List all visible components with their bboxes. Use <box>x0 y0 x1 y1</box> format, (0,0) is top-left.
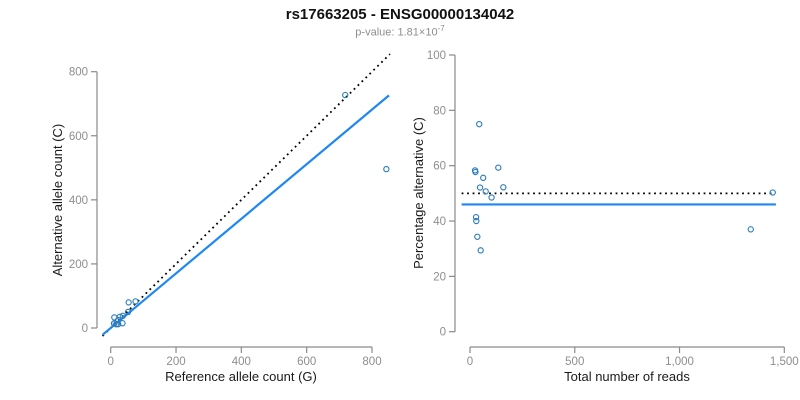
y-tick-label: 20 <box>433 271 446 283</box>
data-point <box>474 233 481 240</box>
x-tick-label: 800 <box>362 356 381 368</box>
data-point <box>383 165 390 173</box>
y-axis-label: Percentage alternative (C) <box>411 117 426 269</box>
data-point <box>125 299 132 306</box>
x-tick-label: 0 <box>107 356 113 368</box>
data-point <box>472 168 479 176</box>
data-point <box>476 121 483 128</box>
data-point <box>500 184 507 191</box>
data-point <box>495 164 502 171</box>
y-tick-label: 80 <box>433 105 446 117</box>
x-tick-label: 500 <box>565 356 584 368</box>
fit-line <box>101 94 390 336</box>
data-point <box>476 184 484 191</box>
y-tick-label: 800 <box>69 67 88 79</box>
chart-title: rs17663205 - ENSG00000134042 <box>285 6 515 23</box>
data-point <box>132 298 139 305</box>
pvalue-exponent: -7 <box>437 24 445 33</box>
data-point <box>472 213 480 221</box>
x-tick-label: 1,500 <box>770 356 799 368</box>
x-tick-label: 0 <box>467 356 473 368</box>
data-point <box>473 217 480 225</box>
y-tick-label: 40 <box>433 216 446 228</box>
data-point <box>769 189 776 196</box>
data-point <box>119 320 126 327</box>
data-point <box>116 313 124 320</box>
x-tick-label: 200 <box>166 356 185 368</box>
y-tick-label: 0 <box>440 327 446 339</box>
y-tick-label: 200 <box>69 259 88 271</box>
data-point <box>342 91 349 99</box>
x-tick-label: 400 <box>232 356 251 368</box>
data-point <box>119 312 126 320</box>
y-tick-label: 600 <box>69 131 88 143</box>
x-tick-label: 600 <box>297 356 316 368</box>
identity-line <box>101 53 391 337</box>
data-point <box>115 320 122 328</box>
x-axis-label: Total number of reads <box>564 369 690 384</box>
y-tick-label: 400 <box>69 195 88 207</box>
data-point <box>488 194 495 201</box>
data-point <box>482 188 489 195</box>
data-point <box>747 226 754 233</box>
y-tick-label: 100 <box>427 50 446 62</box>
y-tick-label: 60 <box>433 161 446 173</box>
data-point <box>477 247 484 254</box>
data-point <box>124 308 132 316</box>
x-tick-label: 1,000 <box>665 356 694 368</box>
pvalue-text: p-value: 1.81×10 <box>355 26 438 39</box>
y-axis-label: Alternative allele count (C) <box>50 124 65 276</box>
y-tick-label: 0 <box>82 323 88 335</box>
chart-subtitle: p-value: 1.81×10-7 <box>0 24 800 39</box>
x-axis-label: Reference allele count (G) <box>165 369 317 384</box>
data-point <box>480 174 487 182</box>
